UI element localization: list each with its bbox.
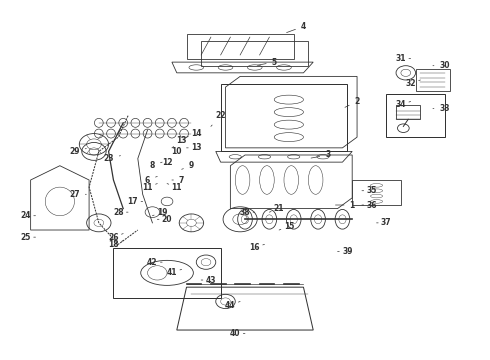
Text: 6: 6 — [145, 176, 157, 185]
Text: 23: 23 — [103, 154, 121, 163]
Text: 1: 1 — [336, 201, 355, 210]
Text: 38: 38 — [240, 208, 255, 217]
Text: 39: 39 — [338, 247, 353, 256]
Text: 25: 25 — [21, 233, 35, 242]
Text: 9: 9 — [182, 161, 194, 170]
Text: 40: 40 — [230, 329, 245, 338]
Text: 43: 43 — [201, 275, 216, 284]
Text: 27: 27 — [69, 190, 86, 199]
Text: 36: 36 — [362, 201, 377, 210]
Text: 16: 16 — [249, 243, 265, 252]
Text: 42: 42 — [147, 258, 162, 267]
Text: 19: 19 — [152, 208, 168, 217]
Text: 30: 30 — [433, 61, 450, 70]
Bar — [352, 180, 401, 205]
Text: 11: 11 — [167, 183, 182, 192]
Text: 4: 4 — [287, 22, 306, 33]
Text: 44: 44 — [225, 301, 240, 310]
Text: 14: 14 — [187, 129, 201, 138]
Text: 22: 22 — [211, 111, 226, 126]
Text: 11: 11 — [142, 183, 157, 192]
Text: 3: 3 — [311, 150, 330, 159]
Text: 31: 31 — [395, 54, 411, 63]
Text: 5: 5 — [257, 58, 277, 67]
Text: 41: 41 — [167, 268, 182, 277]
Text: 28: 28 — [113, 208, 128, 217]
Text: 8: 8 — [150, 161, 162, 170]
Text: 32: 32 — [405, 79, 420, 88]
Text: 37: 37 — [376, 219, 392, 228]
Text: 13: 13 — [172, 136, 187, 148]
Bar — [416, 69, 450, 91]
Text: 13: 13 — [187, 143, 201, 152]
Text: 12: 12 — [162, 158, 172, 167]
Text: 10: 10 — [172, 147, 182, 156]
Text: 26: 26 — [108, 233, 123, 242]
Text: 18: 18 — [108, 240, 123, 249]
Text: 17: 17 — [127, 197, 143, 206]
Text: 7: 7 — [172, 176, 184, 185]
Bar — [386, 94, 445, 137]
Text: 15: 15 — [279, 222, 294, 231]
Text: 35: 35 — [362, 186, 377, 195]
Text: 29: 29 — [69, 147, 86, 156]
Bar — [114, 248, 220, 298]
Text: 33: 33 — [433, 104, 450, 113]
Text: 21: 21 — [270, 204, 284, 213]
Text: 34: 34 — [395, 100, 411, 109]
Bar — [396, 105, 420, 119]
Text: 2: 2 — [345, 97, 360, 107]
Text: 20: 20 — [157, 215, 172, 224]
Text: 24: 24 — [21, 211, 35, 220]
